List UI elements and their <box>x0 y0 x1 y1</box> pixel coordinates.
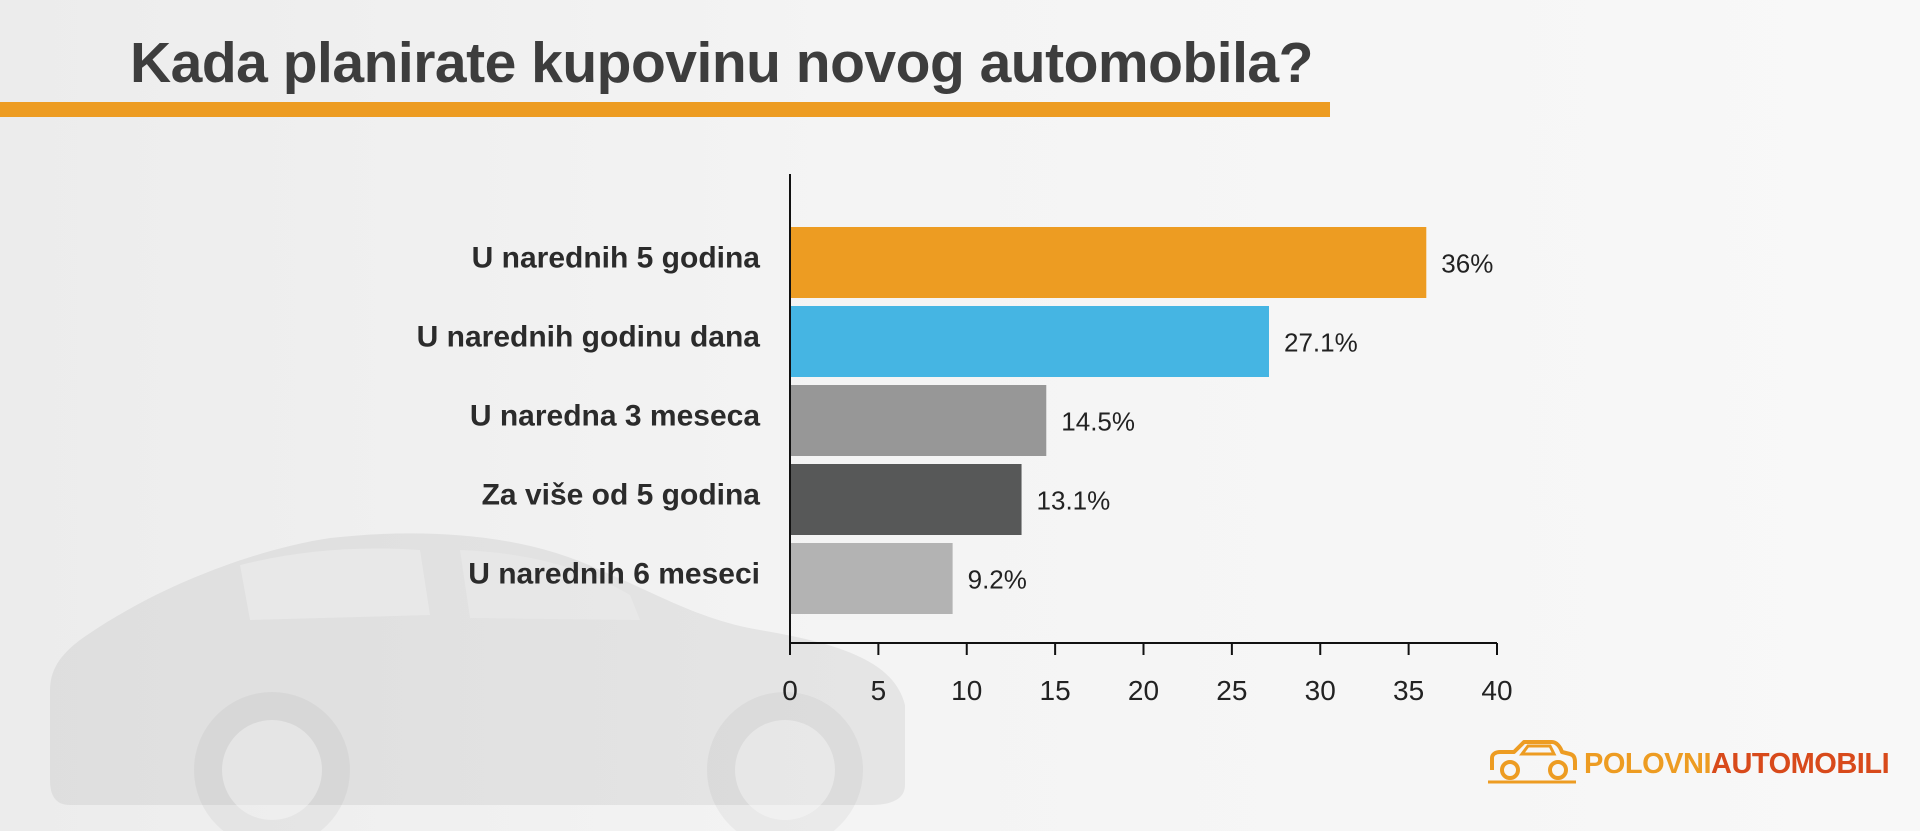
x-tick-label: 5 <box>871 675 887 706</box>
bar <box>790 306 1269 377</box>
brand-name: POLOVNIAUTOMOBILI <box>1584 747 1890 781</box>
x-tick-label: 30 <box>1305 675 1336 706</box>
brand-logo: POLOVNIAUTOMOBILI <box>1486 736 1890 792</box>
category-label: Za više od 5 godina <box>482 478 761 511</box>
chart-title: Kada planirate kupovinu novog automobila… <box>130 31 1313 95</box>
title-underline <box>0 102 1330 117</box>
category-label: U narednih 5 godina <box>472 241 761 274</box>
brand-name-part2: AUTOMOBILI <box>1711 747 1890 780</box>
category-label: U naredna 3 meseca <box>470 399 760 432</box>
category-label: U narednih 6 meseci <box>468 557 760 590</box>
background-car-icon <box>50 533 905 831</box>
x-tick-label: 10 <box>951 675 982 706</box>
x-tick-label: 0 <box>782 675 798 706</box>
value-label: 14.5% <box>1061 406 1135 436</box>
bar <box>790 227 1427 298</box>
x-tick-label: 35 <box>1393 675 1424 706</box>
value-label: 9.2% <box>968 564 1027 594</box>
x-tick-label: 40 <box>1481 675 1512 706</box>
bar <box>790 464 1022 535</box>
value-label: 36% <box>1441 248 1493 278</box>
car-logo-icon <box>1488 740 1577 784</box>
bar <box>790 543 953 614</box>
category-label: U narednih godinu dana <box>417 320 761 353</box>
brand-name-part1: POLOVNI <box>1584 747 1712 780</box>
bar <box>790 385 1047 456</box>
x-tick-label: 20 <box>1128 675 1159 706</box>
x-tick-label: 15 <box>1040 675 1071 706</box>
value-label: 13.1% <box>1037 485 1111 515</box>
value-label: 27.1% <box>1284 327 1358 357</box>
x-tick-label: 25 <box>1216 675 1247 706</box>
